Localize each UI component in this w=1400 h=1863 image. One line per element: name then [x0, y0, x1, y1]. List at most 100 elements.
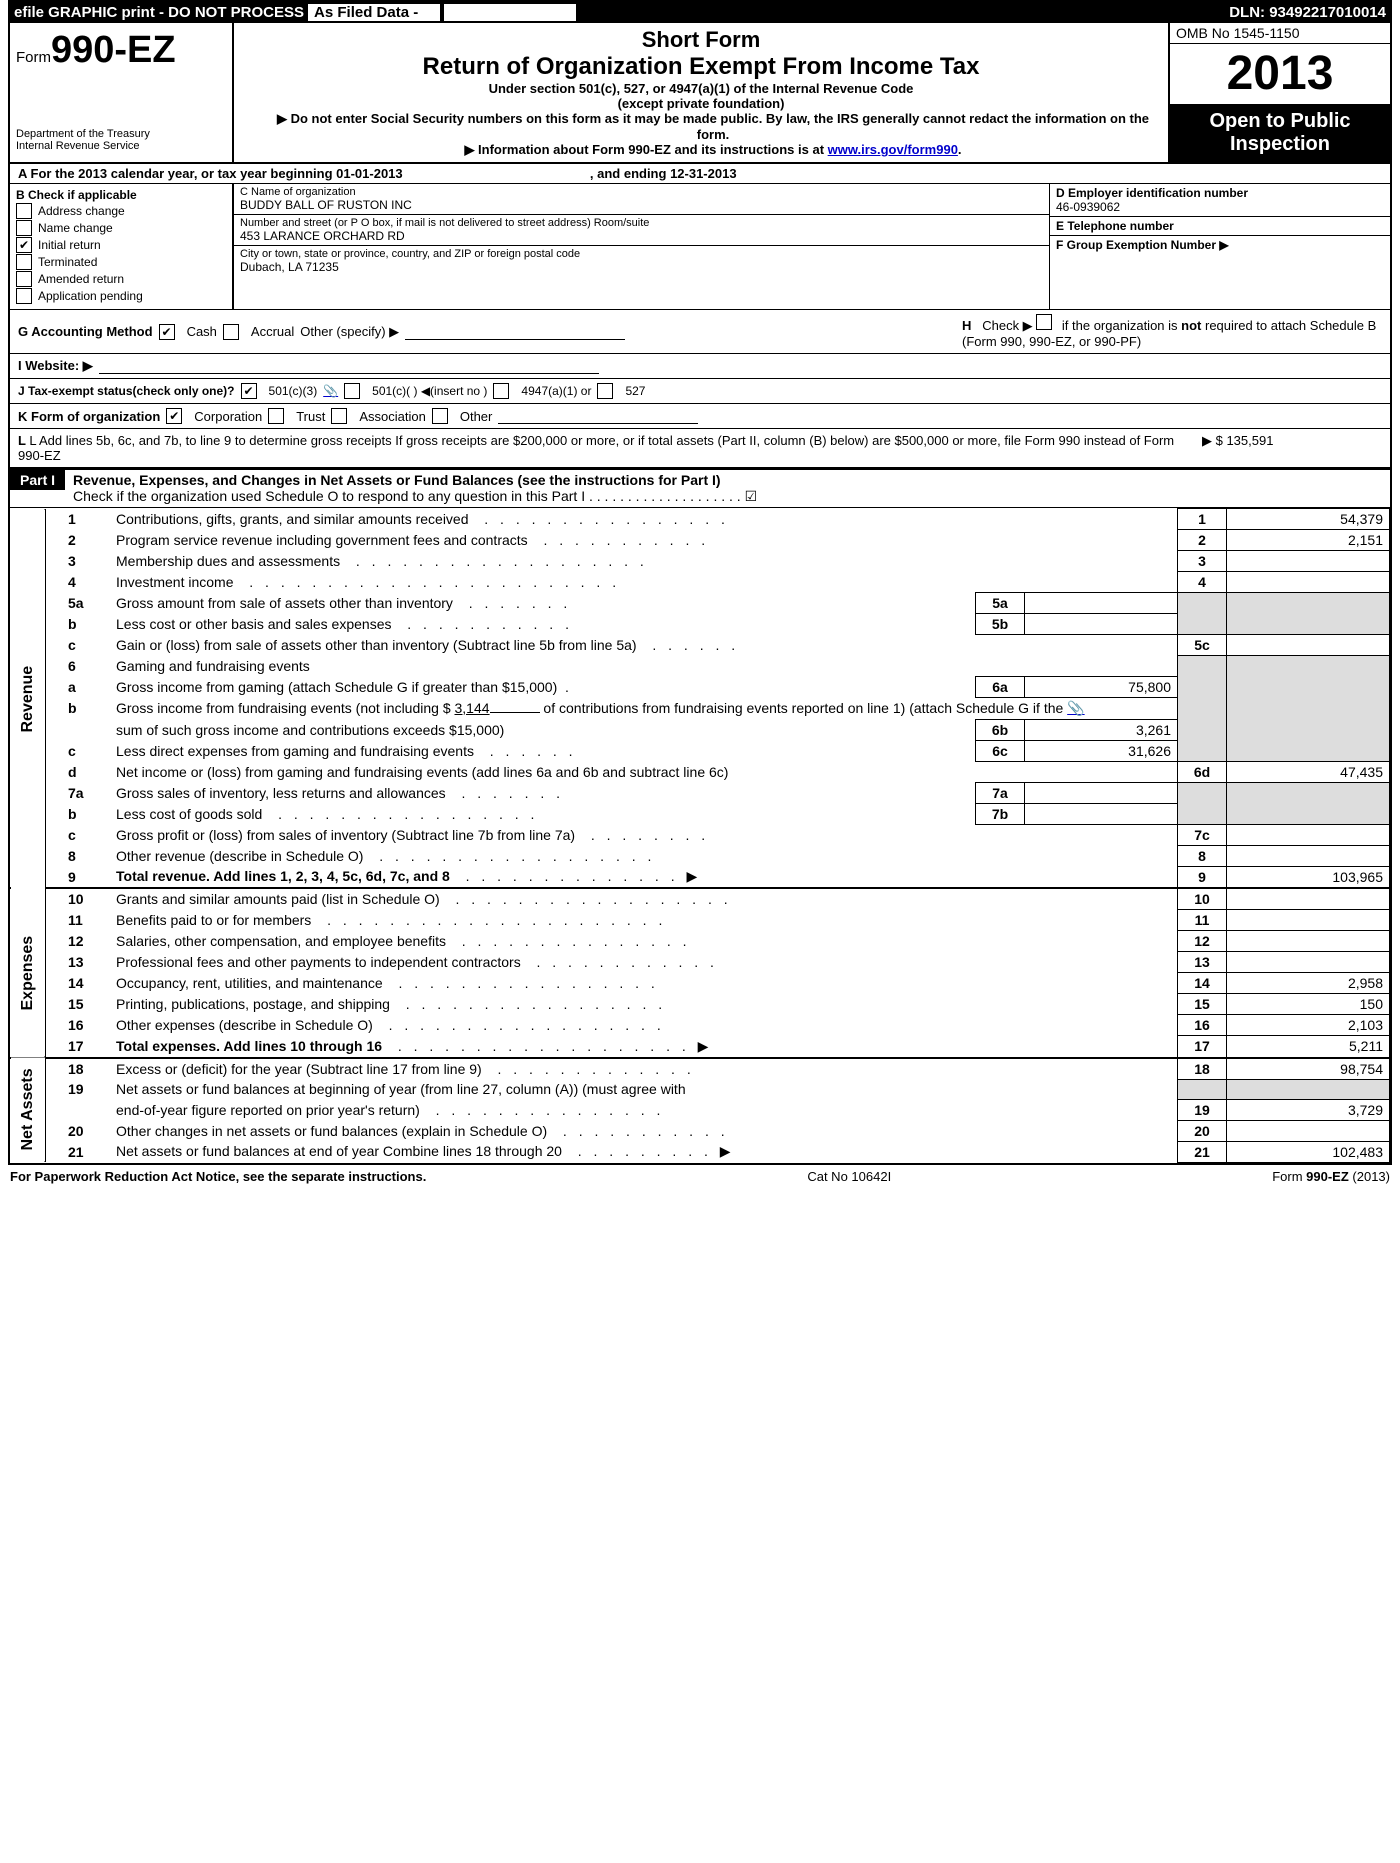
line-6b-value: 3,261 — [1025, 719, 1178, 740]
dept1: Department of the Treasury — [16, 128, 226, 140]
header-left: Form990-EZ Department of the Treasury In… — [10, 23, 234, 162]
form-page: efile GRAPHIC print - DO NOT PROCESS As … — [8, 0, 1392, 1165]
topbar-filed — [444, 4, 576, 21]
checkbox-icon — [16, 203, 32, 219]
chk-name[interactable]: Name change — [16, 220, 226, 236]
c-street-label: Number and street (or P O box, if mail i… — [240, 217, 1043, 229]
a-mid: , and ending — [590, 166, 670, 181]
c-city-label: City or town, state or province, country… — [240, 248, 1043, 260]
line-21-value: 102,483 — [1227, 1141, 1390, 1162]
line-5a-value — [1025, 593, 1178, 614]
chk-501c[interactable] — [344, 383, 360, 399]
schedule-g-icon[interactable]: 📎 — [1067, 700, 1084, 716]
part-i-label: Part I — [10, 470, 65, 490]
checkbox-icon: ✔ — [16, 237, 32, 253]
row-k: K Form of organization ✔Corporation Trus… — [10, 404, 1390, 429]
l-text: L Add lines 5b, 6c, and 7b, to line 9 to… — [18, 433, 1174, 463]
checkbox-icon — [16, 288, 32, 304]
line-6c-value: 31,626 — [1025, 740, 1178, 761]
form-title: Return of Organization Exempt From Incom… — [242, 53, 1160, 81]
form-sub: Under section 501(c), 527, or 4947(a)(1)… — [242, 81, 1160, 96]
note1: ▶ Do not enter Social Security numbers o… — [242, 111, 1160, 142]
c-city: City or town, state or province, country… — [234, 246, 1049, 276]
line-20-value — [1227, 1120, 1390, 1141]
footer-right: Form 990-EZ (2013) — [1272, 1169, 1390, 1184]
open-inspection: Open to Public Inspection — [1170, 104, 1390, 162]
irs-link[interactable]: www.irs.gov/form990 — [828, 142, 958, 157]
open2: Inspection — [1170, 133, 1390, 156]
header-right: OMB No 1545-1150 2013 Open to Public Ins… — [1168, 23, 1390, 162]
i-label: I Website: ▶ — [18, 358, 93, 374]
l-amount: ▶ $ 135,591 — [1202, 433, 1382, 463]
tax-year: 2013 — [1170, 44, 1390, 104]
efile-topbar: efile GRAPHIC print - DO NOT PROCESS As … — [10, 2, 1390, 23]
d-label: D Employer identification number — [1056, 186, 1384, 200]
line-19-value: 3,729 — [1227, 1099, 1390, 1120]
chk-527[interactable] — [597, 383, 613, 399]
line-2-value: 2,151 — [1227, 530, 1390, 551]
j-label: J Tax-exempt status(check only one)? — [18, 384, 235, 398]
g-accrual: Accrual — [251, 324, 294, 339]
line-6a-value: 75,800 — [1025, 676, 1178, 697]
line-3-value — [1227, 551, 1390, 572]
chk-other[interactable] — [432, 408, 448, 424]
schedule-icon[interactable]: 📎 — [323, 384, 338, 398]
g-other: Other (specify) ▶ — [300, 324, 399, 340]
header-row: Form990-EZ Department of the Treasury In… — [10, 23, 1390, 164]
org-name: BUDDY BALL OF RUSTON INC — [240, 198, 1043, 212]
row-l: L L Add lines 5b, 6c, and 7b, to line 9 … — [10, 429, 1390, 468]
chk-h[interactable] — [1036, 314, 1052, 330]
col-b: B Check if applicable Address change Nam… — [10, 184, 234, 309]
line-1-value: 54,379 — [1227, 509, 1390, 530]
line-10-value — [1227, 888, 1390, 910]
chk-cash[interactable]: ✔ — [159, 324, 175, 340]
chk-assoc[interactable] — [331, 408, 347, 424]
part-i-check: Check if the organization used Schedule … — [73, 488, 757, 504]
form-prefix: Form — [16, 49, 51, 66]
j-c3: 501(c)(3) — [269, 384, 318, 398]
topbar-left: efile GRAPHIC print - DO NOT PROCESS — [14, 4, 304, 21]
chk-501c3[interactable]: ✔ — [241, 383, 257, 399]
omb-number: OMB No 1545-1150 — [1170, 23, 1390, 44]
line-6d-value: 47,435 — [1227, 761, 1390, 782]
chk-amended[interactable]: Amended return — [16, 271, 226, 287]
footer-left: For Paperwork Reduction Act Notice, see … — [10, 1169, 426, 1184]
chk-terminated[interactable]: Terminated — [16, 254, 226, 270]
dept-block: Department of the Treasury Internal Reve… — [16, 108, 226, 156]
footer: For Paperwork Reduction Act Notice, see … — [2, 1165, 1398, 1188]
row-i: I Website: ▶ — [10, 354, 1390, 379]
c-name-label: C Name of organization — [240, 186, 1043, 198]
k-assoc: Association — [359, 409, 425, 424]
j-a: 4947(a)(1) or — [521, 384, 591, 398]
col-c: C Name of organization BUDDY BALL OF RUS… — [234, 184, 1049, 309]
chk-initial[interactable]: ✔Initial return — [16, 237, 226, 253]
chk-accrual[interactable] — [223, 324, 239, 340]
row-a: A For the 2013 calendar year, or tax yea… — [10, 164, 1390, 184]
line-4-value — [1227, 572, 1390, 593]
chk-address[interactable]: Address change — [16, 203, 226, 219]
part-i-header: Part I Revenue, Expenses, and Changes in… — [10, 468, 1390, 508]
chk-trust[interactable] — [268, 408, 284, 424]
g-label: G Accounting Method — [18, 324, 153, 339]
ein: 46-0939062 — [1056, 200, 1384, 214]
line-14-value: 2,958 — [1227, 973, 1390, 994]
note2-pre: ▶ Information about Form 990-EZ and its … — [464, 142, 827, 157]
line-5c-value — [1227, 635, 1390, 656]
side-netassets: Net Assets — [10, 1058, 45, 1163]
line-7a-value — [1025, 782, 1178, 803]
chk-pending[interactable]: Application pending — [16, 288, 226, 304]
k-label: K Form of organization — [18, 409, 160, 424]
open1: Open to Public — [1170, 110, 1390, 133]
chk-corp[interactable]: ✔ — [166, 408, 182, 424]
org-street: 453 LARANCE ORCHARD RD — [240, 229, 1043, 243]
k-corp: Corporation — [194, 409, 262, 424]
topbar-dln: DLN: 93492217010014 — [1229, 4, 1386, 21]
e-block: E Telephone number — [1050, 217, 1390, 236]
line-15-value: 150 — [1227, 994, 1390, 1015]
short-form: Short Form — [242, 27, 1160, 53]
checkbox-icon — [16, 254, 32, 270]
row-j: J Tax-exempt status(check only one)? ✔ 50… — [10, 379, 1390, 404]
line-7b-value — [1025, 803, 1178, 824]
a-pre: A For the 2013 calendar year, or tax yea… — [18, 166, 336, 181]
chk-4947[interactable] — [493, 383, 509, 399]
